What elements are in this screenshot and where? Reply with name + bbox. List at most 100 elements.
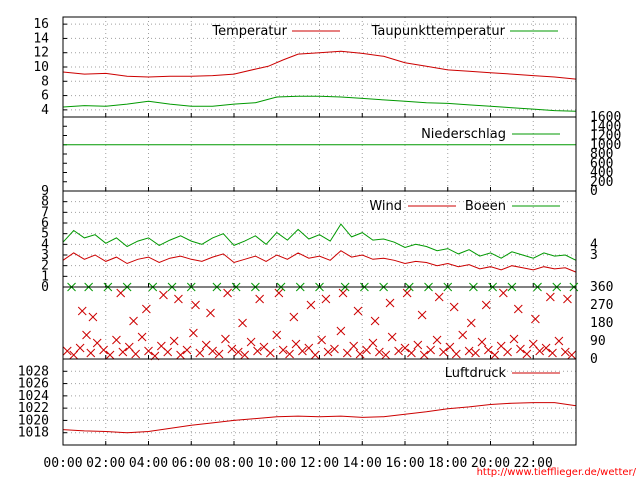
scatter-marker [223, 288, 232, 298]
scatter-marker [336, 326, 346, 336]
scatter-marker [163, 347, 173, 357]
scatter-marker [265, 348, 275, 358]
scatter-marker [541, 343, 551, 353]
y-tick-label: 12 [33, 46, 49, 61]
x-tick-label: 20:00 [471, 456, 510, 471]
y-tick-label-right: 4 [590, 237, 598, 252]
scatter-marker [531, 314, 540, 324]
scatter-marker [321, 294, 331, 304]
scatter-marker [240, 350, 250, 360]
legend-label-temperatur: Temperatur [211, 24, 287, 39]
scatter-marker [394, 346, 403, 356]
legend-label-niederschlag: Niederschlag [421, 127, 506, 142]
scatter-marker [432, 335, 442, 345]
scatter-marker [182, 345, 192, 355]
y-tick-label-right: 600 [590, 156, 613, 171]
scatter-marker [131, 349, 141, 359]
scatter-marker [370, 316, 380, 326]
scatter-marker [451, 349, 461, 359]
scatter-marker [274, 288, 284, 298]
series-line [62, 402, 577, 434]
scatter-marker [69, 350, 79, 360]
scatter-marker [206, 308, 215, 318]
scatter-marker [355, 349, 365, 359]
y-tick-label: 1020 [18, 413, 49, 428]
scatter-marker [471, 348, 480, 358]
scatter-marker [548, 348, 557, 358]
y-tick-label: 9 [41, 184, 49, 199]
y-tick-label-right: 270 [590, 298, 613, 313]
x-tick-label: 02:00 [86, 456, 125, 471]
x-tick-label: 18:00 [428, 456, 467, 471]
scatter-marker [208, 346, 217, 356]
scatter-marker [368, 338, 378, 348]
scatter-marker [353, 306, 363, 316]
scatter-marker [554, 336, 564, 346]
scatter-marker [419, 350, 429, 360]
scatter-marker [189, 328, 198, 338]
series-line [62, 223, 577, 261]
scatter-marker [255, 294, 265, 304]
panel-frame [62, 358, 577, 446]
y-tick-label: 1022 [18, 401, 49, 416]
y-tick-label: 5 [41, 227, 49, 242]
scatter-marker [342, 348, 352, 358]
scatter-marker [92, 338, 102, 348]
scatter-marker [144, 346, 153, 356]
y-tick-label: 3 [41, 248, 49, 263]
y-tick-label: 1018 [18, 426, 49, 441]
x-tick-label: 10:00 [257, 456, 296, 471]
scatter-marker [445, 342, 455, 352]
x-tick-label: 04:00 [129, 456, 168, 471]
y-tick-label: 0 [41, 280, 49, 295]
y-tick-label: 4 [41, 237, 49, 252]
legend-label-boeen: Boeen [465, 199, 506, 214]
legend-label-luftdruck: Luftdruck [445, 366, 507, 381]
scatter-marker [362, 345, 371, 355]
y-tick-label-right: 1000 [590, 138, 621, 153]
y-tick-label: 6 [41, 216, 49, 231]
scatter-marker [522, 349, 532, 359]
x-tick-label: 06:00 [172, 456, 211, 471]
scatter-marker [310, 350, 320, 360]
scatter-marker [304, 343, 314, 353]
scatter-marker [509, 334, 519, 344]
y-tick-label: 1 [41, 269, 49, 284]
scatter-marker [381, 350, 391, 360]
scatter-marker [330, 344, 339, 354]
scatter-marker [191, 300, 200, 310]
x-tick-label: 08:00 [214, 456, 253, 471]
scatter-marker [402, 288, 412, 298]
y-tick-label: 7 [41, 205, 49, 220]
scatter-marker [413, 340, 423, 350]
scatter-marker [272, 330, 282, 340]
y-tick-label-right: 3 [590, 248, 598, 263]
scatter-marker [105, 350, 115, 360]
scatter-marker [246, 337, 256, 347]
scatter-marker [195, 348, 205, 358]
scatter-marker [298, 346, 307, 356]
scatter-marker [439, 347, 448, 357]
scatter-marker [516, 344, 525, 354]
scatter-marker [449, 302, 459, 312]
y-tick-label: 1024 [18, 389, 49, 404]
scatter-marker [528, 339, 538, 349]
scatter-marker [129, 316, 138, 326]
x-tick-label: 14:00 [343, 456, 382, 471]
scatter-marker [498, 288, 508, 298]
y-tick-label: 4 [41, 103, 49, 118]
scatter-marker [285, 349, 294, 359]
y-tick-label: 16 [33, 17, 49, 32]
y-tick-label-right: 90 [590, 334, 606, 349]
source-link[interactable]: http://www.tiefflieger.de/wetter/ [477, 467, 637, 478]
scatter-marker [349, 341, 359, 351]
scatter-marker [253, 346, 262, 356]
scatter-marker [238, 318, 247, 328]
scatter-marker [174, 294, 183, 304]
scatter-marker [169, 336, 179, 346]
scatter-marker [278, 345, 288, 355]
y-tick-label: 14 [33, 31, 49, 46]
x-tick-label: 00:00 [43, 456, 82, 471]
scatter-marker [417, 310, 427, 320]
